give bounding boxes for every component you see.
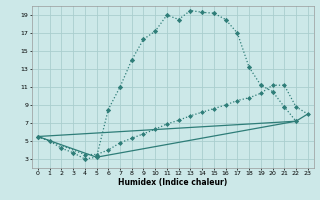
X-axis label: Humidex (Indice chaleur): Humidex (Indice chaleur) <box>118 178 228 187</box>
